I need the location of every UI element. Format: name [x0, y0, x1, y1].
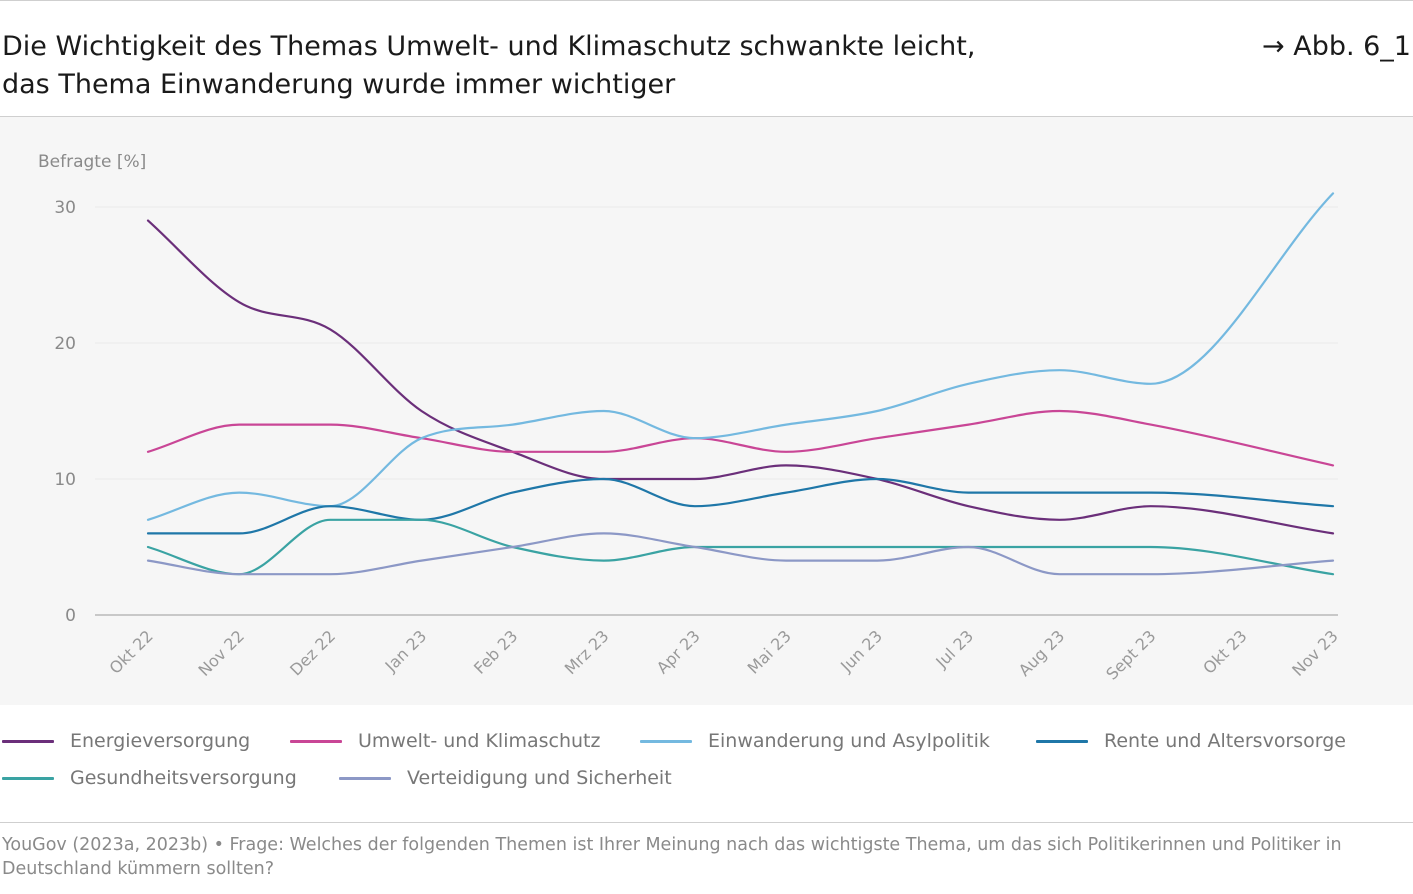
x-tick-label: Jun 23	[836, 626, 886, 676]
legend-label: Umwelt- und Klimaschutz	[358, 730, 601, 752]
x-tick-label: Nov 22	[194, 626, 248, 680]
series-line-3	[146, 192, 1335, 521]
series-line-5	[146, 518, 1335, 576]
chart-title-line-1: Die Wichtigkeit des Themas Umwelt- und K…	[2, 31, 976, 62]
x-tick-label: Dez 22	[286, 626, 339, 679]
chart-title: Die Wichtigkeit des Themas Umwelt- und K…	[2, 28, 1152, 104]
x-tick-label: Jul 23	[931, 626, 977, 672]
legend-item: Umwelt- und Klimaschutz	[290, 730, 600, 752]
legend-item: Verteidigung und Sicherheit	[339, 767, 672, 789]
x-tick-label: Okt 23	[1199, 626, 1250, 677]
x-tick-label: Mai 23	[744, 626, 795, 677]
y-axis-label: Befragte [%]	[38, 152, 146, 172]
x-tick-label: Aug 23	[1015, 626, 1069, 680]
y-tick-label: 0	[65, 606, 76, 626]
figure-reference: → Abb. 6_1	[1262, 31, 1411, 62]
legend-swatch	[290, 739, 342, 743]
legend-item: Rente und Altersvorsorge	[1036, 730, 1346, 752]
x-tick-label: Feb 23	[470, 626, 521, 677]
y-tick-label: 20	[54, 334, 76, 354]
title-rule	[0, 116, 1413, 117]
series-line-1	[146, 219, 1335, 535]
legend-swatch	[1036, 739, 1088, 743]
x-tick-label: Okt 22	[106, 626, 157, 677]
legend-item: Gesundheitsversorgung	[2, 767, 297, 789]
x-tick-label: Sept 23	[1102, 626, 1159, 683]
chart-legend: Energieversorgung Umwelt- und Klimaschutz…	[0, 730, 1413, 810]
y-tick-label: 30	[54, 198, 76, 218]
chart-title-line-2: das Thema Einwanderung wurde immer wicht…	[2, 69, 676, 100]
legend-item: Energieversorgung	[2, 730, 250, 752]
series-line-4	[146, 477, 1335, 535]
x-tick-label: Mrz 23	[561, 626, 613, 678]
top-rule	[0, 0, 1413, 1]
x-tick-label: Jan 23	[381, 626, 431, 676]
chart-panel: 0 10 20 30 Befragte [%] Okt 22 Nov 22 Dez 22 Jan…	[0, 117, 1413, 705]
series-line-6	[146, 532, 1335, 576]
legend-swatch	[339, 776, 391, 780]
legend-item: Einwanderung und Asylpolitik	[640, 730, 990, 752]
line-chart: 0 10 20 30 Befragte [%] Okt 22 Nov 22 Dez 22 Jan…	[38, 152, 1342, 684]
source-rule	[0, 822, 1413, 823]
x-tick-label: Apr 23	[653, 626, 704, 677]
x-tick-label: Nov 23	[1288, 626, 1342, 680]
source-note: YouGov (2023a, 2023b) • Frage: Welches d…	[2, 835, 1342, 879]
y-tick-label: 10	[54, 470, 76, 490]
legend-label: Rente und Altersvorsorge	[1104, 730, 1346, 752]
legend-swatch	[640, 739, 692, 743]
legend-label: Gesundheitsversorgung	[70, 767, 297, 789]
legend-label: Einwanderung und Asylpolitik	[708, 730, 990, 752]
legend-swatch	[2, 739, 54, 743]
series-line-2	[146, 409, 1335, 467]
legend-label: Energieversorgung	[70, 730, 251, 752]
legend-label: Verteidigung und Sicherheit	[407, 767, 672, 789]
legend-swatch	[2, 776, 54, 780]
